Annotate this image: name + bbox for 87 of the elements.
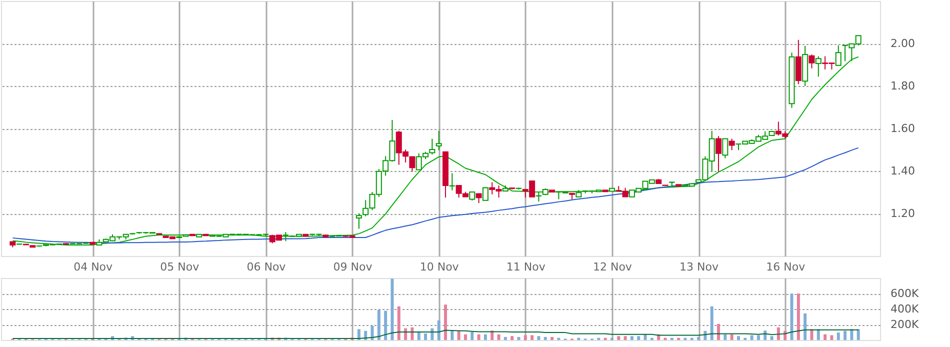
candlestick — [728, 138, 735, 151]
bar — [730, 334, 734, 340]
bar — [457, 330, 460, 340]
bar — [830, 335, 834, 340]
bar — [497, 334, 500, 340]
bar — [437, 320, 440, 340]
bar — [736, 336, 740, 340]
candlestick — [835, 44, 842, 66]
bar — [630, 336, 634, 340]
candlestick — [815, 56, 822, 78]
bar — [550, 336, 554, 340]
x-tick-label: 10 Nov — [420, 260, 460, 274]
bar — [384, 310, 388, 340]
bar — [417, 332, 420, 340]
bar — [410, 327, 414, 340]
candlestick — [436, 130, 442, 151]
bar — [517, 336, 520, 340]
bar — [390, 278, 394, 340]
bar — [430, 328, 434, 340]
y-tick-label: 1.60 — [890, 122, 915, 135]
bar — [637, 336, 640, 340]
candlestick — [716, 136, 722, 172]
y-tick-label: 200K — [890, 318, 920, 331]
bar — [717, 324, 720, 340]
bar — [804, 313, 807, 340]
bar — [450, 330, 454, 340]
bar — [530, 335, 534, 340]
bar — [484, 334, 487, 340]
y-tick-label: 2.00 — [890, 37, 915, 50]
bar — [377, 310, 380, 340]
x-tick-label: 12 Nov — [592, 260, 632, 274]
x-tick-label: 04 Nov — [74, 260, 114, 274]
x-tick-label: 13 Nov — [680, 260, 720, 274]
candlestick — [476, 192, 482, 204]
candlestick — [722, 138, 728, 159]
x-tick-label: 05 Nov — [160, 260, 200, 274]
bar — [796, 294, 800, 340]
line-series — [12, 329, 859, 340]
bar — [510, 336, 514, 340]
bar — [790, 294, 794, 340]
bar — [824, 334, 827, 340]
bar — [816, 329, 820, 340]
candlestick — [449, 172, 456, 191]
y-tick-label: 1.20 — [890, 207, 915, 220]
bar — [424, 333, 428, 340]
bar — [624, 336, 627, 340]
bar — [537, 336, 540, 340]
y-tick-label: 1.40 — [890, 164, 915, 178]
candlestick — [282, 231, 289, 242]
x-tick-label: 06 Nov — [246, 260, 286, 274]
bar — [697, 336, 700, 340]
candlestick — [795, 39, 802, 85]
candlestick — [482, 186, 488, 201]
x-tick-label: 16 Nov — [766, 260, 806, 274]
bar — [444, 304, 447, 340]
bar — [524, 335, 527, 340]
bar — [810, 329, 814, 340]
bar — [724, 334, 727, 340]
bar — [477, 334, 480, 340]
y-tick-label: 1.80 — [890, 80, 915, 92]
candlestick — [808, 54, 815, 69]
y-tick-label: 400K — [890, 302, 920, 316]
bar — [397, 306, 400, 340]
bar — [464, 334, 467, 340]
candlestick — [409, 156, 416, 172]
bar — [850, 329, 854, 340]
bar — [844, 330, 847, 340]
x-tick-label: 09 Nov — [333, 260, 373, 274]
bar — [836, 332, 840, 340]
bar — [756, 335, 760, 340]
bar — [544, 336, 547, 340]
x-tick-label: 11 Nov — [506, 260, 546, 274]
bar — [617, 336, 620, 340]
bar — [504, 336, 507, 340]
bar — [710, 306, 714, 340]
bar — [776, 327, 780, 340]
candlestick — [429, 138, 436, 155]
candlestick — [356, 212, 362, 230]
y-tick-label: 600K — [890, 287, 920, 300]
bar — [750, 335, 754, 340]
bar — [370, 326, 374, 340]
bar — [357, 329, 360, 340]
candlestick — [536, 192, 542, 202]
bar — [856, 329, 860, 340]
bar — [470, 332, 474, 340]
bar — [404, 328, 408, 340]
bar — [770, 336, 774, 340]
